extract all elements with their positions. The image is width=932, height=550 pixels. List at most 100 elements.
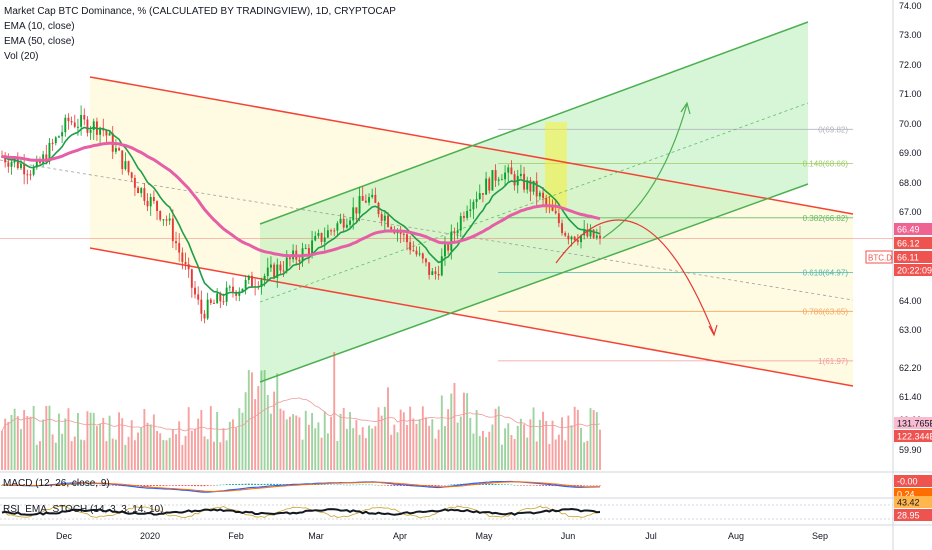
macd-histogram-bar (510, 484, 513, 486)
volume-bar (23, 410, 26, 470)
volume-bar (165, 440, 168, 470)
macd-histogram-bar (535, 485, 538, 486)
volume-bar (168, 437, 171, 470)
macd-histogram-bar (171, 485, 174, 486)
volume-bar (244, 392, 247, 470)
candle-body (4, 156, 7, 163)
macd-pane (1, 480, 601, 493)
volume-bar (368, 425, 370, 470)
volume-bar (583, 442, 586, 470)
candle-body (118, 148, 121, 151)
macd-histogram-bar (244, 483, 247, 485)
volume-bar (425, 417, 427, 470)
candle-body (444, 244, 446, 257)
candle-body (567, 235, 570, 240)
candle-body (599, 235, 601, 239)
x-tick-label: Feb (228, 531, 244, 541)
candle-body (184, 262, 187, 265)
volume-bar (222, 428, 225, 470)
macd-histogram-bar (383, 485, 386, 486)
price-tag-text: 122.344B (897, 432, 932, 442)
volume-bar (592, 410, 595, 470)
candle-body (146, 200, 149, 207)
macd-histogram-bar (368, 484, 370, 486)
macd-histogram-bar (156, 485, 158, 486)
volume-last-tag: 122.344B (894, 430, 932, 442)
up-channel-bottom (259, 183, 809, 383)
candle-body (542, 192, 544, 198)
candle-body (225, 287, 228, 302)
macd-histogram-bar (491, 483, 494, 485)
volume-bar (114, 439, 117, 470)
volume-bar (95, 426, 98, 470)
legend-ema50: EMA (50, close) (4, 36, 75, 47)
candle-body (26, 174, 29, 176)
macd-pane-label: MACD (12, 26, close, 9) (3, 478, 110, 489)
symbol-value-tag: 66.11 (894, 251, 932, 263)
volume-bar (51, 434, 54, 470)
volume-bar (434, 438, 437, 470)
candle-body (260, 280, 263, 288)
macd-histogram-bar (358, 484, 361, 486)
candle-body (434, 271, 437, 274)
candle-body (380, 214, 383, 221)
volume-bar (507, 423, 510, 470)
macd-histogram-bar (146, 485, 149, 487)
volume-bar (589, 408, 592, 470)
macd-signal-line (2, 481, 601, 493)
volume-bar (374, 426, 377, 470)
volume-bar (10, 414, 13, 470)
macd-histogram-bar (263, 483, 266, 485)
up-channel-top (259, 21, 809, 225)
candle-body (551, 205, 554, 211)
macd-histogram-bar (203, 485, 206, 487)
volume-bar (121, 418, 124, 470)
volume-bar (16, 416, 19, 470)
candle-body (121, 150, 124, 170)
price-tag-text: 28.95 (897, 511, 920, 521)
candle-body (251, 275, 253, 287)
y-tick-label: 74.00 (899, 1, 922, 11)
macd-histogram-bar (595, 485, 598, 486)
volume-bar (241, 412, 244, 470)
volume-bar (61, 433, 64, 470)
macd-histogram-bar (342, 484, 345, 486)
volume-bar (519, 418, 522, 470)
macd-histogram-bar (564, 485, 567, 487)
macd-histogram-bar (580, 485, 582, 486)
candle-body (358, 196, 361, 214)
macd-histogram-bar (228, 484, 231, 485)
macd-histogram-bar (481, 483, 484, 485)
macd-histogram-bar (447, 484, 450, 486)
macd-histogram-bar (111, 485, 114, 486)
macd-histogram-bar (380, 485, 383, 486)
candle-body (197, 294, 200, 300)
macd-histogram-bar (232, 483, 234, 485)
x-tick-label: Mar (308, 531, 324, 541)
volume-bar (599, 429, 601, 470)
macd-histogram-bar (187, 485, 190, 486)
price-tag-bg (894, 264, 932, 276)
volume-bar (510, 435, 513, 470)
candle-body (342, 218, 345, 228)
volume-bar (330, 416, 333, 470)
chart-title: Market Cap BTC Dominance, % (CALCULATED … (4, 6, 396, 17)
symbol-tag-name: BTC.D (868, 254, 892, 263)
macd-histogram-bar (393, 485, 396, 486)
macd-histogram-bar (219, 484, 222, 486)
candle-body (466, 210, 469, 218)
volume-bar (409, 406, 412, 470)
macd-histogram-bar (387, 485, 389, 486)
chart-legend: Market Cap BTC Dominance, % (CALCULATED … (4, 4, 396, 64)
macd-histogram-bar (352, 484, 355, 486)
macd-histogram-bar (548, 485, 551, 487)
price-tag-text: 0.24 (897, 490, 915, 500)
candle-body (67, 117, 70, 122)
volume-bar (526, 437, 529, 470)
macd-histogram-bar (361, 484, 364, 486)
macd-histogram-bar (279, 484, 282, 485)
last-price-tag: 66.12 (894, 237, 932, 249)
volume-bar (4, 418, 7, 470)
symbol-tag: BTC.D (865, 250, 893, 264)
